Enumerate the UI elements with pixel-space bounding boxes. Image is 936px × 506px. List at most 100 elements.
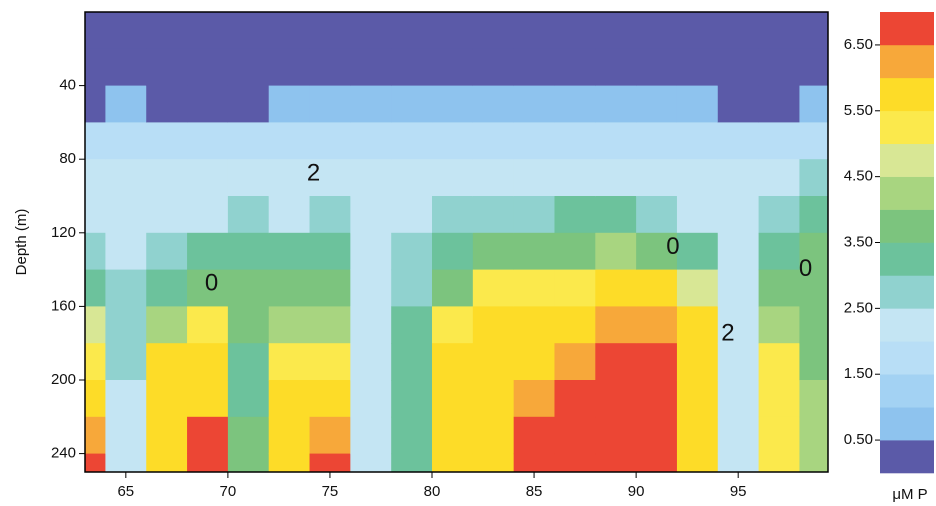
colorbar-swatch	[880, 308, 934, 342]
heatmap-cell	[309, 380, 351, 418]
heatmap-cells	[85, 12, 829, 473]
heatmap-cell	[799, 48, 829, 87]
heatmap-cell	[636, 306, 678, 344]
heatmap-cell	[636, 269, 678, 307]
heatmap-cell	[799, 196, 829, 234]
heatmap-cell	[595, 416, 637, 455]
heatmap-cell	[636, 416, 678, 455]
heatmap-cell	[676, 122, 719, 160]
heatmap-cell	[268, 48, 311, 87]
heatmap-cell	[227, 122, 270, 160]
heatmap-cell	[350, 232, 392, 271]
heatmap-cell	[227, 85, 270, 123]
colorbar-swatch	[880, 341, 934, 375]
heatmap-cell	[717, 48, 760, 87]
plot-frame	[84, 11, 829, 473]
heatmap-cell	[350, 12, 392, 50]
heatmap-cell	[676, 269, 719, 307]
heatmap-cell	[554, 12, 596, 50]
heatmap-cell	[146, 306, 188, 344]
heatmap-cell	[146, 196, 188, 234]
heatmap-cell	[595, 12, 637, 50]
colorbar-tick-label: 0.50	[844, 431, 873, 448]
heatmap-cell	[595, 380, 637, 418]
heatmap-cell	[636, 122, 678, 160]
heatmap-cell	[758, 232, 800, 271]
heatmap-cell	[85, 453, 106, 473]
x-tick-label: 95	[730, 483, 747, 500]
y-tick-label: 80	[59, 150, 76, 167]
colorbar-tick-label: 1.50	[844, 365, 873, 382]
heatmap-cell	[554, 48, 596, 87]
colorbar-swatch	[880, 374, 934, 408]
heatmap-cell	[717, 380, 760, 418]
heatmap-cell	[472, 232, 515, 271]
heatmap-cell	[350, 269, 392, 307]
heatmap-cell	[717, 269, 760, 307]
heatmap-cell	[636, 159, 678, 197]
colorbar-tick-label: 4.50	[844, 168, 873, 185]
heatmap-cell	[391, 122, 433, 160]
heatmap-cell	[268, 269, 311, 307]
y-tick-label: 200	[51, 371, 76, 388]
heatmap-cell	[513, 12, 555, 50]
colorbar-swatch	[880, 110, 934, 145]
heatmap-cell	[595, 85, 637, 123]
heatmap-cell	[187, 159, 229, 197]
heatmap-cell	[758, 159, 800, 197]
heatmap-cell	[268, 85, 311, 123]
heatmap-cell	[391, 269, 433, 307]
heatmap-cell	[758, 85, 800, 123]
colorbar-tick-label: 2.50	[844, 299, 873, 316]
colorbar-label: μM P	[892, 486, 927, 503]
heatmap-cell	[636, 380, 678, 418]
heatmap-cell	[350, 306, 392, 344]
heatmap-cell	[85, 269, 106, 307]
heatmap-cell	[227, 343, 270, 381]
colorbar-swatch	[880, 44, 934, 79]
heatmap-cell	[513, 453, 555, 473]
heatmap-cell	[391, 380, 433, 418]
heatmap-cell	[227, 159, 270, 197]
heatmap-cell	[187, 12, 229, 50]
heatmap-cell	[432, 343, 474, 381]
heatmap-cell	[85, 306, 106, 344]
heatmap-cell	[432, 306, 474, 344]
heatmap-cell	[309, 85, 351, 123]
heatmap-cell	[432, 416, 474, 455]
x-tick-label: 75	[322, 483, 339, 500]
heatmap-cell	[799, 306, 829, 344]
heatmap-cell	[105, 416, 147, 455]
heatmap-cell	[105, 453, 147, 473]
heatmap-cell	[85, 159, 106, 197]
heatmap-cell	[554, 232, 596, 271]
heatmap-cell	[799, 453, 829, 473]
heatmap-cell	[513, 159, 555, 197]
heatmap-cell	[799, 85, 829, 123]
heatmap-cell	[472, 306, 515, 344]
heatmap-cell	[105, 48, 147, 87]
heatmap-cell	[146, 85, 188, 123]
heatmap-cell	[472, 343, 515, 381]
heatmap-cell	[636, 453, 678, 473]
heatmap-cell	[309, 159, 351, 197]
heatmap-cell	[187, 269, 229, 307]
heatmap-cell	[85, 48, 106, 87]
heatmap-cell	[472, 85, 515, 123]
heatmap-cell	[595, 269, 637, 307]
heatmap-cell	[513, 380, 555, 418]
heatmap-cell	[432, 196, 474, 234]
heatmap-cell	[146, 159, 188, 197]
heatmap-cell	[227, 48, 270, 87]
heatmap-cell	[85, 343, 106, 381]
heatmap-cell	[391, 12, 433, 50]
y-tick-label: 160	[51, 297, 76, 314]
heatmap-cell	[513, 232, 555, 271]
y-tick-label: 40	[59, 77, 76, 94]
contour-label: 0	[666, 233, 679, 260]
heatmap-cell	[676, 196, 719, 234]
heatmap-cell	[513, 122, 555, 160]
heatmap-cell	[717, 416, 760, 455]
heatmap-cell	[676, 416, 719, 455]
x-tick-label: 80	[424, 483, 441, 500]
